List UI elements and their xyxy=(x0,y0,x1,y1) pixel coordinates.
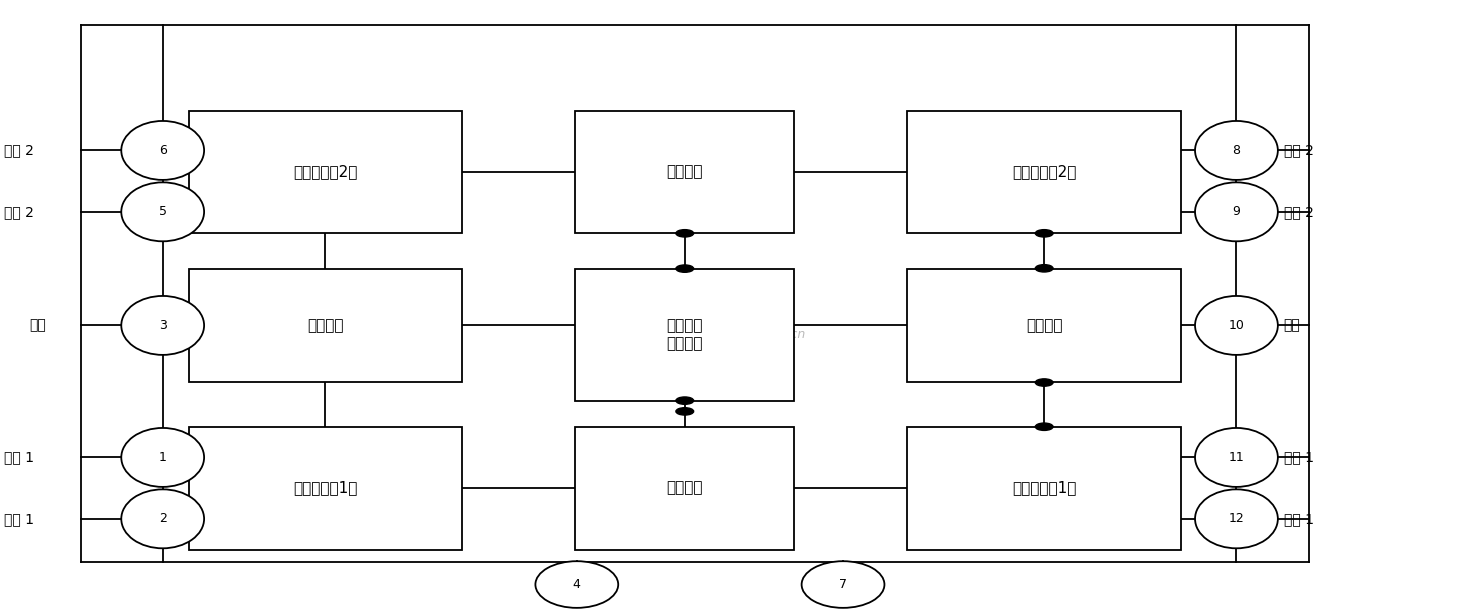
Text: 保护电路: 保护电路 xyxy=(1026,318,1062,333)
FancyBboxPatch shape xyxy=(907,269,1180,382)
Text: 中间放大: 中间放大 xyxy=(667,165,703,179)
FancyBboxPatch shape xyxy=(575,269,794,400)
Text: 输出 1: 输出 1 xyxy=(1284,512,1313,526)
Ellipse shape xyxy=(121,489,204,548)
Text: 10: 10 xyxy=(1229,319,1244,332)
Ellipse shape xyxy=(121,296,204,355)
Text: 滤波: 滤波 xyxy=(30,319,46,332)
FancyBboxPatch shape xyxy=(575,427,794,550)
Ellipse shape xyxy=(1195,428,1278,487)
Circle shape xyxy=(676,397,694,404)
Text: 7: 7 xyxy=(839,578,847,591)
Circle shape xyxy=(1035,230,1053,237)
Circle shape xyxy=(676,230,694,237)
Ellipse shape xyxy=(1195,121,1278,180)
Ellipse shape xyxy=(1195,296,1278,355)
Ellipse shape xyxy=(535,561,618,608)
Text: 3: 3 xyxy=(158,319,167,332)
Text: 反馈 1: 反馈 1 xyxy=(4,512,34,526)
Text: 自举 2: 自举 2 xyxy=(1284,205,1313,219)
Ellipse shape xyxy=(121,182,204,241)
FancyBboxPatch shape xyxy=(189,427,461,550)
Text: 12: 12 xyxy=(1229,512,1244,526)
Text: 差动输入（1）: 差动输入（1） xyxy=(293,481,358,495)
FancyBboxPatch shape xyxy=(189,111,461,233)
Circle shape xyxy=(676,265,694,273)
Text: 中间放大: 中间放大 xyxy=(667,481,703,495)
Ellipse shape xyxy=(121,121,204,180)
Text: 偏置电路
和恒流源: 偏置电路 和恒流源 xyxy=(667,319,703,351)
FancyBboxPatch shape xyxy=(907,427,1180,550)
Circle shape xyxy=(1035,423,1053,430)
Text: 自举 1: 自举 1 xyxy=(1284,451,1313,464)
Text: 电源: 电源 xyxy=(1284,319,1300,332)
Text: www.eeworld.com.cn: www.eeworld.com.cn xyxy=(673,328,806,341)
Circle shape xyxy=(1035,265,1053,272)
Circle shape xyxy=(676,408,694,415)
Ellipse shape xyxy=(121,428,204,487)
Text: 5: 5 xyxy=(158,205,167,219)
Text: 功率输出（1）: 功率输出（1） xyxy=(1012,481,1077,495)
Text: 反馈 2: 反馈 2 xyxy=(4,205,34,219)
Text: 输入 1: 输入 1 xyxy=(4,451,34,464)
Text: 4: 4 xyxy=(572,578,581,591)
Text: 2: 2 xyxy=(158,512,167,526)
Ellipse shape xyxy=(1195,489,1278,548)
Text: 6: 6 xyxy=(158,144,167,157)
Text: 11: 11 xyxy=(1229,451,1244,464)
FancyBboxPatch shape xyxy=(575,111,794,233)
Text: 9: 9 xyxy=(1232,205,1241,219)
Text: 8: 8 xyxy=(1232,144,1241,157)
Text: 输入 2: 输入 2 xyxy=(4,144,34,157)
Circle shape xyxy=(1035,379,1053,386)
FancyBboxPatch shape xyxy=(907,111,1180,233)
Text: 1: 1 xyxy=(158,451,167,464)
Ellipse shape xyxy=(1195,182,1278,241)
FancyBboxPatch shape xyxy=(189,269,461,382)
Text: 输出 2: 输出 2 xyxy=(1284,144,1313,157)
Text: 差动输入（2）: 差动输入（2） xyxy=(293,165,358,179)
Text: 噪声抑制: 噪声抑制 xyxy=(308,318,343,333)
Ellipse shape xyxy=(802,561,884,608)
Text: 功率输出（2）: 功率输出（2） xyxy=(1012,165,1077,179)
